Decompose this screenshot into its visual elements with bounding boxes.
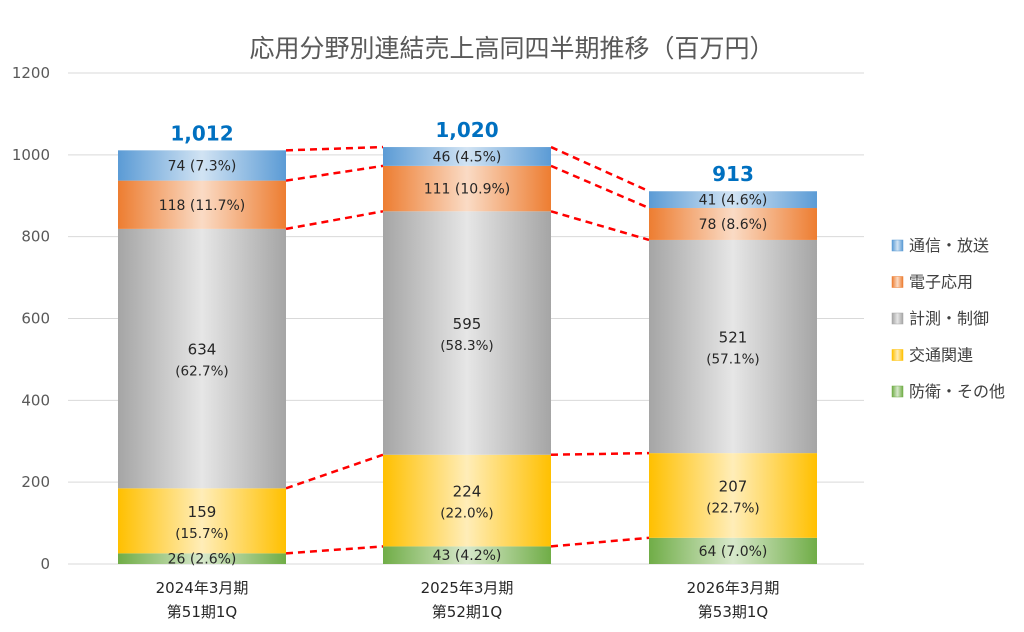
bar-segment — [383, 454, 551, 547]
data-label-value: 595 — [453, 315, 482, 333]
data-label-value: 521 — [719, 329, 748, 347]
legend-label: 電子応用 — [909, 273, 973, 292]
y-tick-label: 400 — [21, 391, 50, 409]
y-axis-ticks: 0 200 400 600 800 1000 1200 — [12, 64, 50, 573]
data-label-value: 634 — [188, 341, 217, 359]
legend-label: 交通関連 — [909, 346, 973, 365]
data-label: 78 (8.6%) — [699, 217, 768, 233]
legend-label: 通信・放送 — [909, 236, 989, 255]
bar-segment — [383, 165, 551, 212]
data-label-value: 207 — [719, 477, 748, 495]
data-label-value: 224 — [453, 483, 482, 501]
legend-swatch — [891, 312, 904, 325]
chart-title: 応用分野別連結売上高同四半期推移（百万円） — [249, 34, 774, 63]
connector-line — [285, 453, 384, 490]
bar-segment — [649, 191, 817, 209]
data-label-percent: (57.1%) — [706, 352, 759, 368]
bar-segment — [118, 228, 286, 489]
y-tick-label: 200 — [21, 473, 50, 491]
bar-segment — [118, 180, 286, 229]
data-label: 26 (2.6%) — [168, 552, 237, 568]
data-label-percent: (58.3%) — [440, 338, 493, 354]
data-label: 46 (4.5%) — [433, 149, 502, 165]
x-category-sublabel: 第53期1Q — [698, 603, 768, 621]
connector-lines — [285, 145, 650, 555]
data-labels: 26 (2.6%) 159 (15.7%) 634 (62.7%) 118 (11.7%)… — [159, 118, 768, 568]
data-label: 64 (7.0%) — [699, 544, 768, 560]
connector-line — [550, 451, 650, 457]
x-category-label: 2026年3月期 — [687, 579, 780, 597]
bar-segment — [649, 208, 817, 240]
bar-segment — [118, 488, 286, 554]
connector-line — [285, 145, 384, 152]
legend-label: 防衛・その他 — [909, 382, 1005, 401]
x-category-label: 2025年3月期 — [421, 579, 514, 597]
legend-swatch — [891, 276, 904, 288]
bar-segment — [649, 239, 817, 454]
data-label-percent: (22.0%) — [440, 506, 493, 522]
bar-segment — [383, 546, 551, 564]
connector-line — [285, 210, 384, 231]
x-category-label: 2024年3月期 — [156, 579, 249, 597]
data-label: 74 (7.3%) — [168, 158, 237, 174]
y-tick-label: 1000 — [12, 146, 50, 164]
x-category-sublabel: 第51期1Q — [167, 603, 237, 621]
bar-segment — [649, 453, 817, 538]
connector-line — [550, 145, 650, 193]
total-label: 1,012 — [170, 121, 233, 145]
y-tick-label: 600 — [21, 310, 50, 328]
connector-line — [550, 536, 650, 548]
total-label: 1,020 — [435, 118, 498, 142]
data-label-percent: (22.7%) — [706, 500, 759, 516]
bar-segment — [118, 553, 286, 564]
y-tick-label: 800 — [21, 228, 50, 246]
legend-swatch — [891, 385, 904, 398]
connector-line — [285, 545, 384, 555]
data-label: 41 (4.6%) — [699, 193, 768, 209]
bar-segment — [118, 150, 286, 181]
data-label-percent: (62.7%) — [175, 364, 228, 380]
data-label: 43 (4.2%) — [433, 548, 502, 564]
x-category-sublabel: 第52期1Q — [432, 603, 502, 621]
y-tick-label: 0 — [40, 555, 50, 573]
bar-segment — [649, 537, 817, 564]
data-label-value: 159 — [188, 503, 217, 521]
legend-swatch — [891, 349, 904, 361]
data-label: 111 (10.9%) — [424, 182, 511, 198]
connector-line — [550, 164, 650, 210]
total-label: 913 — [712, 162, 754, 186]
bars — [118, 147, 817, 564]
connector-line — [285, 164, 384, 182]
data-label-percent: (15.7%) — [175, 526, 228, 542]
connector-line — [550, 210, 650, 242]
data-label: 118 (11.7%) — [159, 198, 246, 214]
legend-label: 計測・制御 — [909, 309, 989, 328]
y-tick-label: 1200 — [12, 64, 50, 82]
bar-segment — [383, 147, 551, 166]
legend-swatch — [891, 239, 904, 252]
bar-segment — [383, 211, 551, 455]
